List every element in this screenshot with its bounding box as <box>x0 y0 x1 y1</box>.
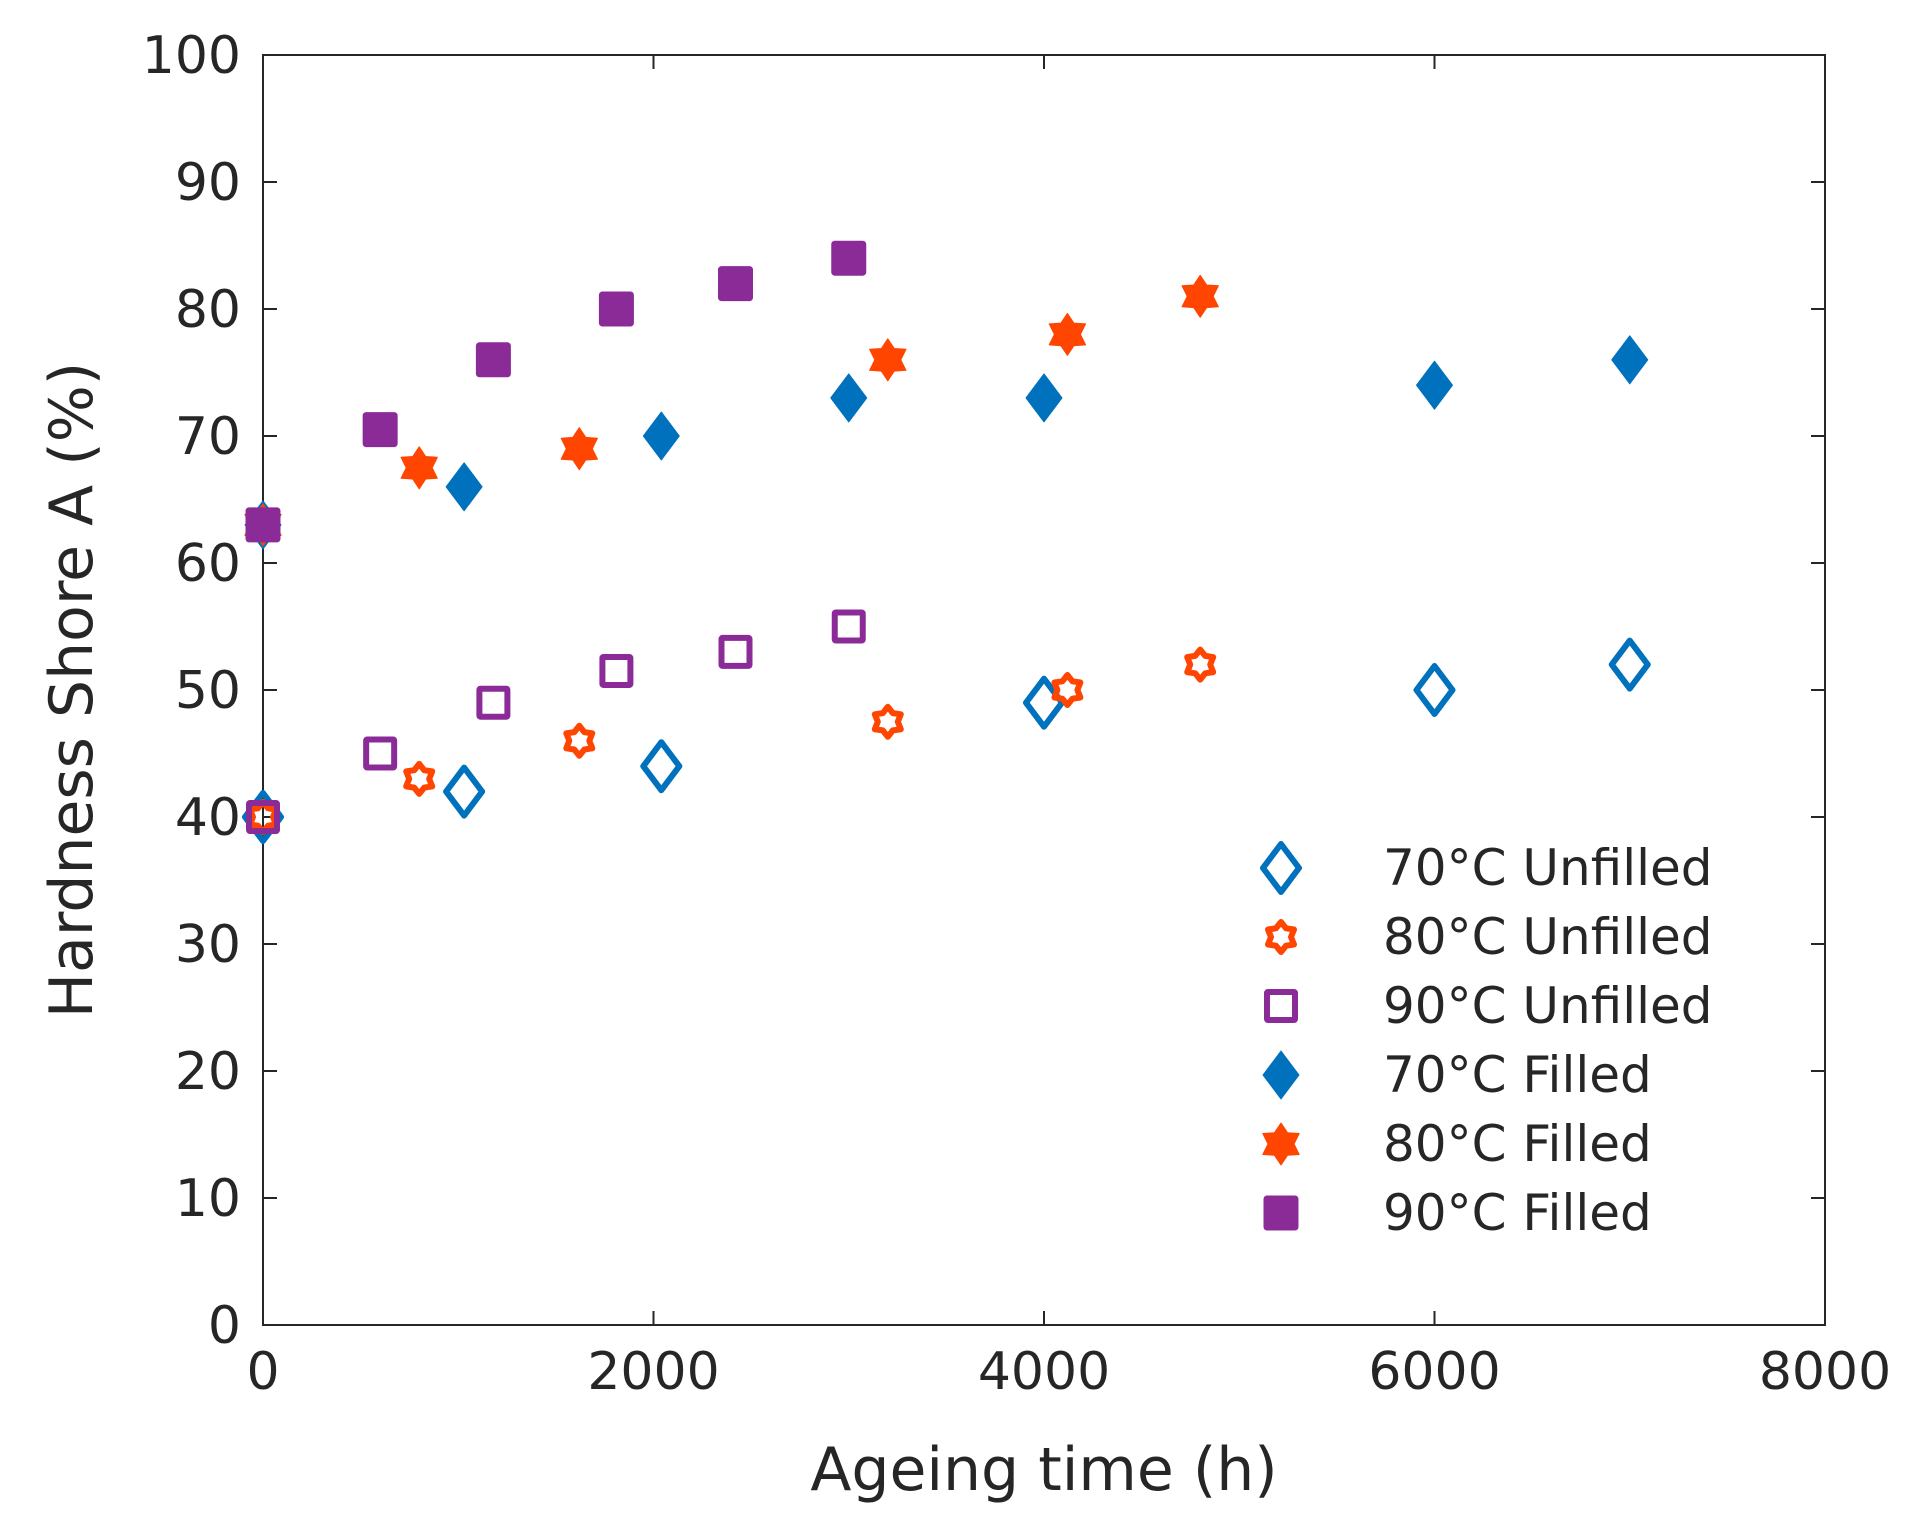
y-tick-label: 90 <box>175 153 241 213</box>
x-tick-label: 0 <box>246 1342 279 1402</box>
y-tick-label: 0 <box>208 1296 241 1356</box>
data-point <box>719 267 753 301</box>
y-tick-label: 80 <box>175 280 241 340</box>
legend-label: 90°C Filled <box>1383 1184 1652 1242</box>
x-tick-label: 2000 <box>587 1342 719 1402</box>
data-point <box>476 343 510 377</box>
y-tick-label: 20 <box>175 1042 241 1102</box>
data-point <box>246 508 280 542</box>
legend-label: 70°C Filled <box>1383 1046 1652 1104</box>
y-tick-label: 30 <box>175 915 241 975</box>
y-tick-label: 60 <box>175 534 241 594</box>
y-tick-label: 70 <box>175 407 241 467</box>
legend-label: 90°C Unfilled <box>1383 977 1713 1035</box>
data-point <box>599 292 633 326</box>
y-axis-title: Hardness Shore A (%) <box>37 362 107 1018</box>
legend-label: 70°C Unfilled <box>1383 839 1713 897</box>
data-point <box>832 241 866 275</box>
x-axis-title: Ageing time (h) <box>810 1435 1277 1505</box>
y-tick-label: 40 <box>175 788 241 848</box>
x-tick-label: 8000 <box>1759 1342 1891 1402</box>
y-tick-label: 50 <box>175 661 241 721</box>
chart: 0 2000 4000 6000 80000102030405060708090100 … <box>0 0 1917 1514</box>
legend-label: 80°C Unfilled <box>1383 908 1713 966</box>
legend-marker <box>1264 1196 1298 1230</box>
data-point <box>363 413 397 447</box>
x-tick-label: 6000 <box>1368 1342 1500 1402</box>
x-tick-label: 4000 <box>978 1342 1110 1402</box>
legend-label: 80°C Filled <box>1383 1115 1652 1173</box>
y-tick-label: 100 <box>142 26 241 86</box>
y-tick-label: 10 <box>175 1169 241 1229</box>
